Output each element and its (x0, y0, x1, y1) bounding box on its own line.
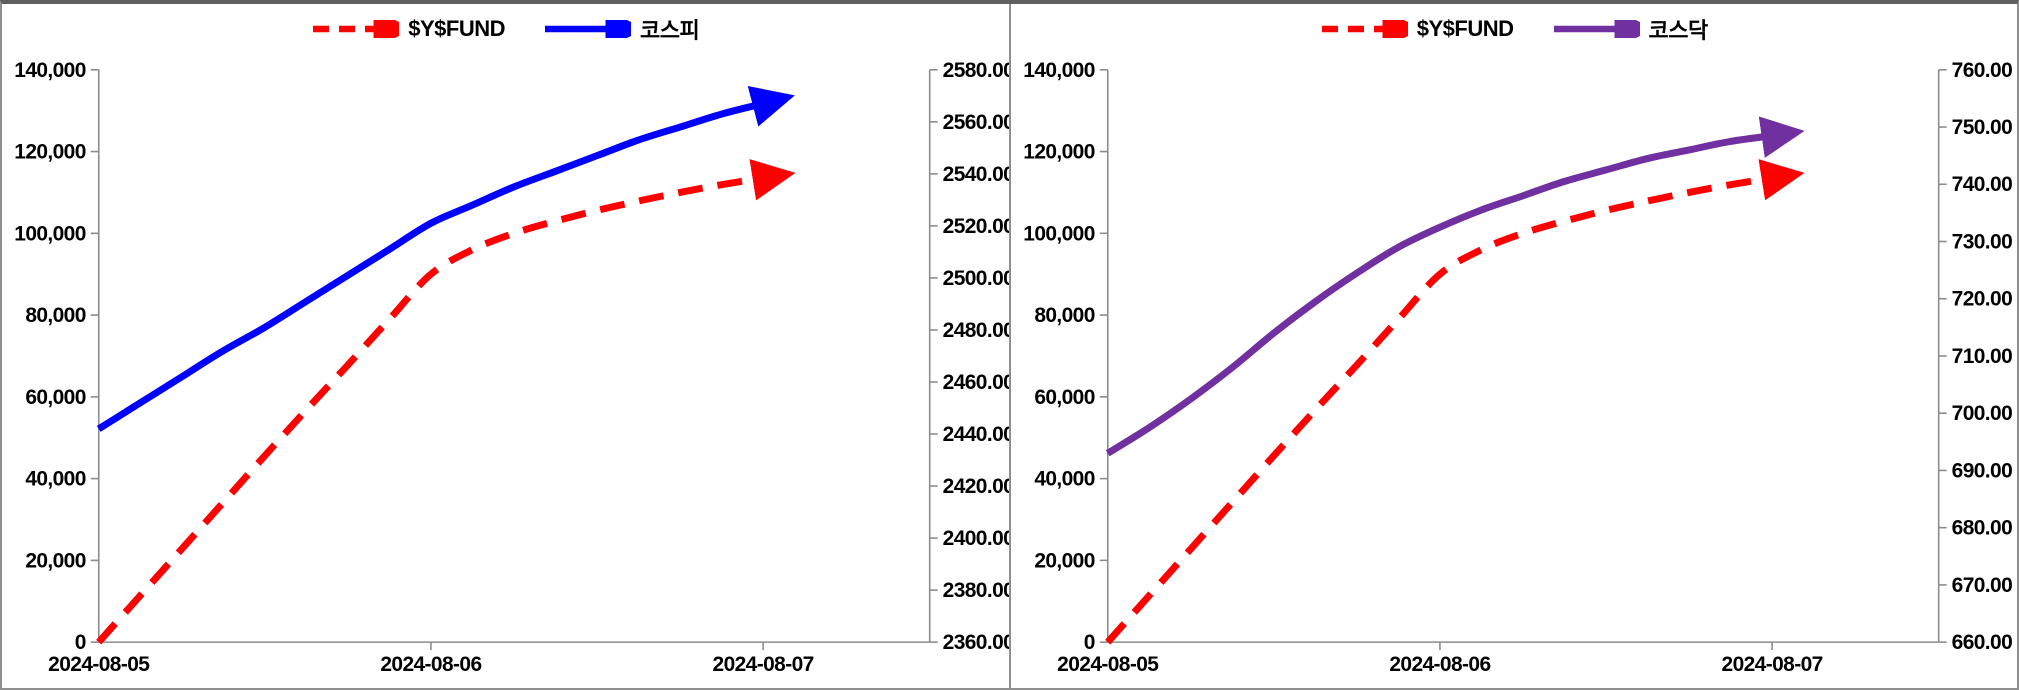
svg-text:730.00: 730.00 (1951, 230, 2011, 253)
svg-text:100,000: 100,000 (14, 222, 86, 245)
svg-text:80,000: 80,000 (25, 304, 85, 327)
legend-item-fund: $Y$FUND (311, 16, 505, 42)
svg-text:140,000: 140,000 (14, 59, 86, 82)
plot-area: 0 20,000 40,000 60,000 80,000 100,000 120,000 1… (14, 59, 1008, 676)
svg-text:710.00: 710.00 (1951, 345, 2011, 368)
svg-text:740.00: 740.00 (1951, 173, 2011, 196)
svg-text:0: 0 (75, 631, 86, 654)
svg-text:120,000: 120,000 (14, 141, 86, 164)
svg-text:2024-08-07: 2024-08-07 (713, 653, 814, 676)
svg-text:100,000: 100,000 (1023, 222, 1095, 245)
svg-text:2560.00: 2560.00 (943, 111, 1009, 134)
svg-text:2024-08-05: 2024-08-05 (48, 653, 150, 676)
svg-text:2520.00: 2520.00 (943, 215, 1009, 238)
kosdaq-line-chart: 0 20,000 40,000 60,000 80,000 100,000 120,000 1… (1023, 59, 2012, 676)
svg-text:2540.00: 2540.00 (943, 163, 1009, 186)
kosdaq-chart-legend: $Y$FUND 코스닥 (1011, 12, 2018, 46)
svg-text:120,000: 120,000 (1023, 141, 1095, 164)
svg-text:2440.00: 2440.00 (943, 423, 1009, 446)
kosdaq-chart-panel: $Y$FUND 코스닥 0 20,000 40,000 60,000 80,000 100… (1008, 4, 2018, 688)
dashed-arrow-line-icon (1320, 20, 1408, 38)
legend-item-fund: $Y$FUND (1320, 16, 1514, 42)
svg-text:2360.00: 2360.00 (943, 631, 1009, 654)
svg-text:2024-08-06: 2024-08-06 (1389, 653, 1490, 676)
svg-text:80,000: 80,000 (1034, 304, 1094, 327)
legend-label-fund: $Y$FUND (1416, 16, 1514, 41)
series-line-0 (1104, 159, 1805, 645)
svg-text:140,000: 140,000 (1023, 59, 1095, 82)
svg-text:40,000: 40,000 (1034, 468, 1094, 491)
svg-text:2580.00: 2580.00 (943, 59, 1009, 82)
svg-text:680.00: 680.00 (1951, 517, 2011, 540)
svg-text:2480.00: 2480.00 (943, 319, 1009, 342)
svg-text:0: 0 (1083, 631, 1094, 654)
svg-text:2420.00: 2420.00 (943, 475, 1009, 498)
solid-arrow-line-icon (543, 20, 631, 38)
kospi-line-chart: 0 20,000 40,000 60,000 80,000 100,000 120,000 1… (14, 59, 1008, 676)
legend-item-kospi: 코스피 (543, 13, 700, 45)
series-line-1 (96, 85, 795, 432)
legend-label-kosdaq: 코스닥 (1648, 18, 1709, 43)
svg-text:20,000: 20,000 (25, 549, 85, 572)
svg-text:2380.00: 2380.00 (943, 579, 1009, 602)
svg-text:750.00: 750.00 (1951, 116, 2011, 139)
legend-label-fund: $Y$FUND (408, 16, 505, 41)
series-line-0 (96, 159, 796, 645)
solid-arrow-line-icon (1552, 20, 1640, 38)
svg-text:2024-08-06: 2024-08-06 (380, 653, 481, 676)
svg-text:760.00: 760.00 (1951, 59, 2011, 82)
svg-text:670.00: 670.00 (1951, 574, 2011, 597)
svg-text:2024-08-05: 2024-08-05 (1057, 653, 1159, 676)
svg-text:40,000: 40,000 (25, 468, 85, 491)
series-line-1 (1105, 116, 1805, 457)
svg-text:20,000: 20,000 (1034, 549, 1094, 572)
legend-label-kospi: 코스피 (640, 18, 700, 43)
svg-text:720.00: 720.00 (1951, 288, 2011, 311)
svg-text:660.00: 660.00 (1951, 631, 2011, 654)
svg-text:2024-08-07: 2024-08-07 (1721, 653, 1822, 676)
svg-text:60,000: 60,000 (25, 386, 85, 409)
svg-text:2460.00: 2460.00 (943, 371, 1009, 394)
svg-text:690.00: 690.00 (1951, 459, 2011, 482)
svg-text:2400.00: 2400.00 (943, 527, 1009, 550)
legend-item-kosdaq: 코스닥 (1552, 13, 1708, 45)
svg-text:60,000: 60,000 (1034, 386, 1094, 409)
svg-text:2500.00: 2500.00 (943, 267, 1009, 290)
dashed-arrow-line-icon (311, 20, 400, 38)
kospi-chart-panel: $Y$FUND 코스피 0 20,000 40,000 60,000 80,000 100… (2, 4, 1009, 688)
plot-area: 0 20,000 40,000 60,000 80,000 100,000 120,000 1… (1023, 59, 2012, 676)
svg-text:700.00: 700.00 (1951, 402, 2011, 425)
kospi-chart-legend: $Y$FUND 코스피 (2, 12, 1009, 46)
